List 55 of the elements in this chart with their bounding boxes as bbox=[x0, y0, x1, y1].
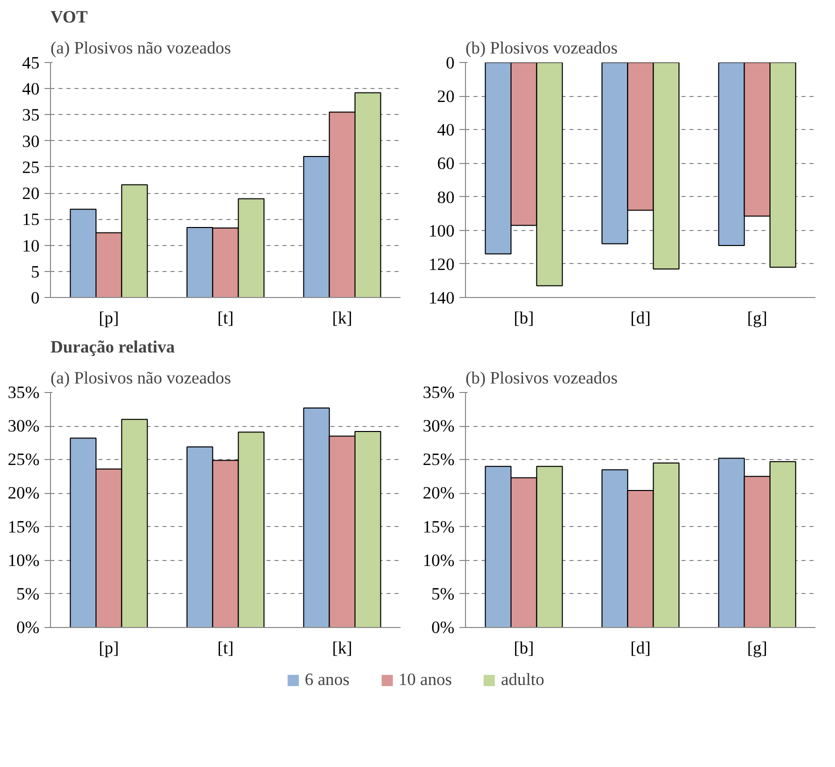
y-tick-label: 20 bbox=[437, 87, 454, 106]
chart-title: Duração relativa bbox=[50, 338, 176, 356]
y-tick-label: 0 bbox=[446, 54, 455, 72]
y-tick-label: 25 bbox=[22, 158, 40, 177]
y-tick-label: 20% bbox=[8, 484, 40, 503]
y-tick-label: 35% bbox=[422, 383, 455, 402]
x-tick-label: [k] bbox=[332, 308, 352, 328]
y-tick-label: 0 bbox=[30, 288, 40, 308]
y-tick-label: 30% bbox=[8, 416, 40, 436]
y-tick-label: 15% bbox=[8, 517, 40, 536]
y-tick-label: 30% bbox=[422, 416, 455, 436]
y-tick-label: 80 bbox=[437, 188, 454, 207]
x-tick-label: [p] bbox=[98, 638, 119, 658]
chart-subtitle: (a) Plosivos não vozeados bbox=[50, 38, 232, 58]
y-tick-label: 45 bbox=[22, 54, 40, 72]
y-tick-label: 5 bbox=[30, 262, 40, 282]
y-tick-label: 20% bbox=[422, 484, 455, 503]
y-tick-label: 25% bbox=[422, 450, 455, 470]
y-tick-label: 60 bbox=[437, 154, 454, 174]
y-tick-label: 140 bbox=[428, 288, 455, 308]
chart-title: VOT bbox=[50, 8, 88, 26]
x-tick-label: [g] bbox=[747, 638, 768, 658]
x-tick-label: [t] bbox=[217, 308, 234, 328]
y-tick-label: 5% bbox=[16, 584, 40, 604]
y-tick-label: 10% bbox=[422, 550, 455, 570]
y-tick-label: 100 bbox=[428, 221, 455, 240]
y-tick-label: 40 bbox=[22, 80, 40, 99]
y-tick-label: 25% bbox=[8, 450, 40, 470]
x-tick-label: [k] bbox=[332, 638, 352, 658]
x-tick-label: [b] bbox=[514, 638, 534, 658]
x-tick-label: [b] bbox=[514, 308, 534, 328]
y-tick-label: 0% bbox=[16, 618, 40, 637]
y-tick-label: 15 bbox=[22, 210, 40, 230]
y-tick-label: 0% bbox=[431, 618, 455, 637]
y-tick-label: 20 bbox=[22, 184, 40, 204]
y-tick-label: 40 bbox=[437, 120, 454, 140]
chart-subtitle: (b) Plosivos vozeados bbox=[466, 38, 618, 58]
y-tick-label: 35 bbox=[22, 106, 40, 125]
x-tick-label: [t] bbox=[217, 638, 234, 658]
y-tick-label: 10 bbox=[22, 236, 40, 256]
legend-label: adulto bbox=[500, 670, 544, 690]
y-tick-label: 120 bbox=[428, 254, 455, 274]
y-tick-label: 10% bbox=[8, 550, 40, 570]
chart-subtitle: (a) Plosivos não vozeados bbox=[50, 368, 232, 388]
y-tick-label: 5% bbox=[431, 584, 455, 604]
legend-label: 10 anos bbox=[398, 670, 452, 690]
legend-label: 6 anos bbox=[304, 670, 350, 690]
chart-subtitle: (b) Plosivos vozeados bbox=[466, 368, 618, 388]
x-tick-label: [d] bbox=[630, 308, 651, 328]
x-tick-label: [d] bbox=[630, 638, 651, 658]
y-tick-label: 35% bbox=[8, 383, 40, 402]
x-tick-label: [g] bbox=[747, 308, 768, 328]
x-tick-label: [p] bbox=[98, 308, 119, 328]
y-tick-label: 15% bbox=[422, 517, 455, 536]
y-tick-label: 30 bbox=[22, 132, 40, 151]
